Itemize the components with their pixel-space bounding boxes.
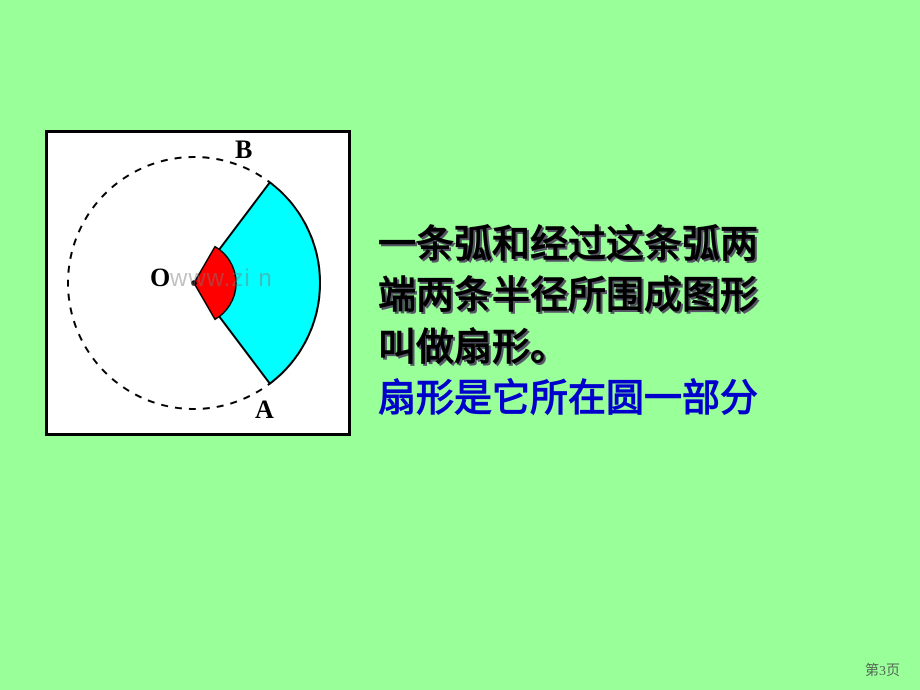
page-number: 第3页 <box>865 660 900 680</box>
definition-text: 一条弧和经过这条弧两 一条弧和经过这条弧两 端两条半径所围成图形 端两条半径所围… <box>378 220 898 425</box>
label-O: O <box>150 263 170 293</box>
diagram-container <box>45 130 351 436</box>
def-line-2: 端两条半径所围成图形 端两条半径所围成图形 <box>378 271 898 322</box>
def-line-1: 一条弧和经过这条弧两 一条弧和经过这条弧两 <box>378 220 898 271</box>
center-dot <box>191 280 197 286</box>
label-B: B <box>235 135 252 165</box>
def-line-4: 扇形是它所在圆一部分 <box>378 374 898 425</box>
def-line-3: 叫做扇形。 叫做扇形。 <box>378 323 898 374</box>
label-A: A <box>255 395 274 425</box>
sector-diagram-svg <box>48 133 348 433</box>
